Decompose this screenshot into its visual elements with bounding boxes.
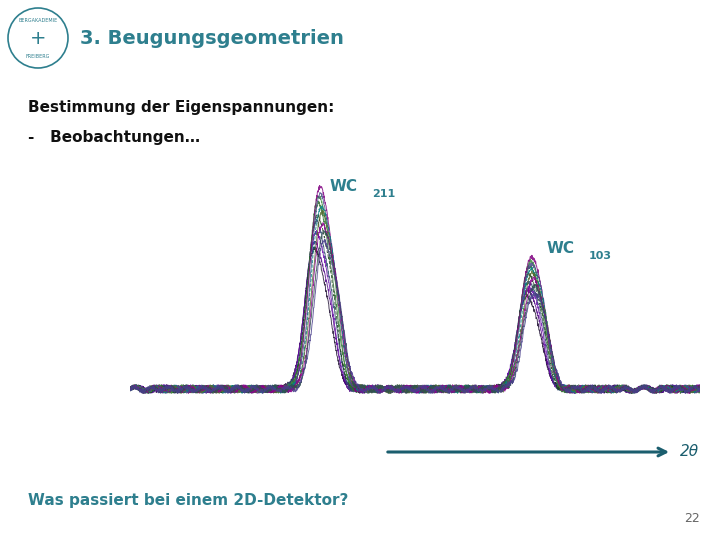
Text: 2θ: 2θ bbox=[680, 444, 699, 460]
Text: WC: WC bbox=[546, 241, 574, 256]
Text: Bestimmung der Eigenspannungen:: Bestimmung der Eigenspannungen: bbox=[28, 100, 334, 115]
Text: -   Beobachtungen…: - Beobachtungen… bbox=[28, 130, 200, 145]
Text: 211: 211 bbox=[372, 188, 395, 199]
Text: WC: WC bbox=[330, 179, 358, 194]
Text: 22: 22 bbox=[684, 512, 700, 525]
Text: 103: 103 bbox=[589, 251, 612, 261]
Text: +: + bbox=[30, 29, 46, 48]
Text: 3. Beugungsgeometrien: 3. Beugungsgeometrien bbox=[80, 29, 344, 48]
Text: FREIBERG: FREIBERG bbox=[26, 53, 50, 58]
Text: Was passiert bei einem 2D-Detektor?: Was passiert bei einem 2D-Detektor? bbox=[28, 492, 348, 508]
Text: BERGAKADEMIE: BERGAKADEMIE bbox=[19, 17, 58, 23]
